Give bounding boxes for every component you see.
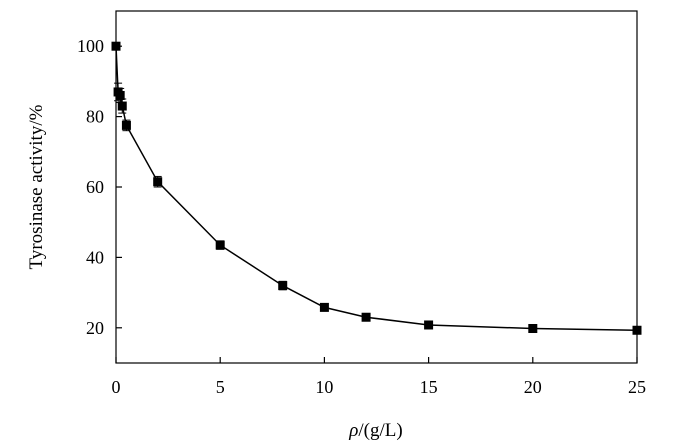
data-point [117,101,127,111]
y-tick-label: 20 [86,318,104,338]
data-point [111,41,121,51]
series-layer [111,41,642,335]
x-tick-label: 10 [315,377,333,397]
x-tick-label: 15 [420,377,438,397]
data-point [632,325,642,335]
y-tick-label: 40 [86,247,104,267]
y-tick-label: 60 [86,177,104,197]
y-tick-label: 80 [86,107,104,127]
x-tick-label: 20 [524,377,542,397]
data-point [528,324,538,334]
plot-area-frame [115,10,638,364]
x-tick-label: 5 [216,377,225,397]
x-axis-title: ρ/(g/L) [348,420,402,441]
data-point [361,312,371,322]
data-point [319,302,329,312]
x-tick-label: 0 [112,377,121,397]
data-point [424,320,434,330]
y-axis-ticks: 20 40 60 80 100 [77,36,122,338]
x-tick-label: 25 [628,377,646,397]
series-line [115,46,638,332]
y-tick-label: 100 [77,36,104,56]
data-point [115,90,125,100]
data-point [121,120,131,130]
y-axis-title: Tyrosinase activity/% [26,104,47,269]
data-point [153,177,163,187]
x-axis-ticks: 0 5 10 15 20 25 [112,357,646,397]
data-point [215,240,225,250]
data-point [278,281,288,291]
